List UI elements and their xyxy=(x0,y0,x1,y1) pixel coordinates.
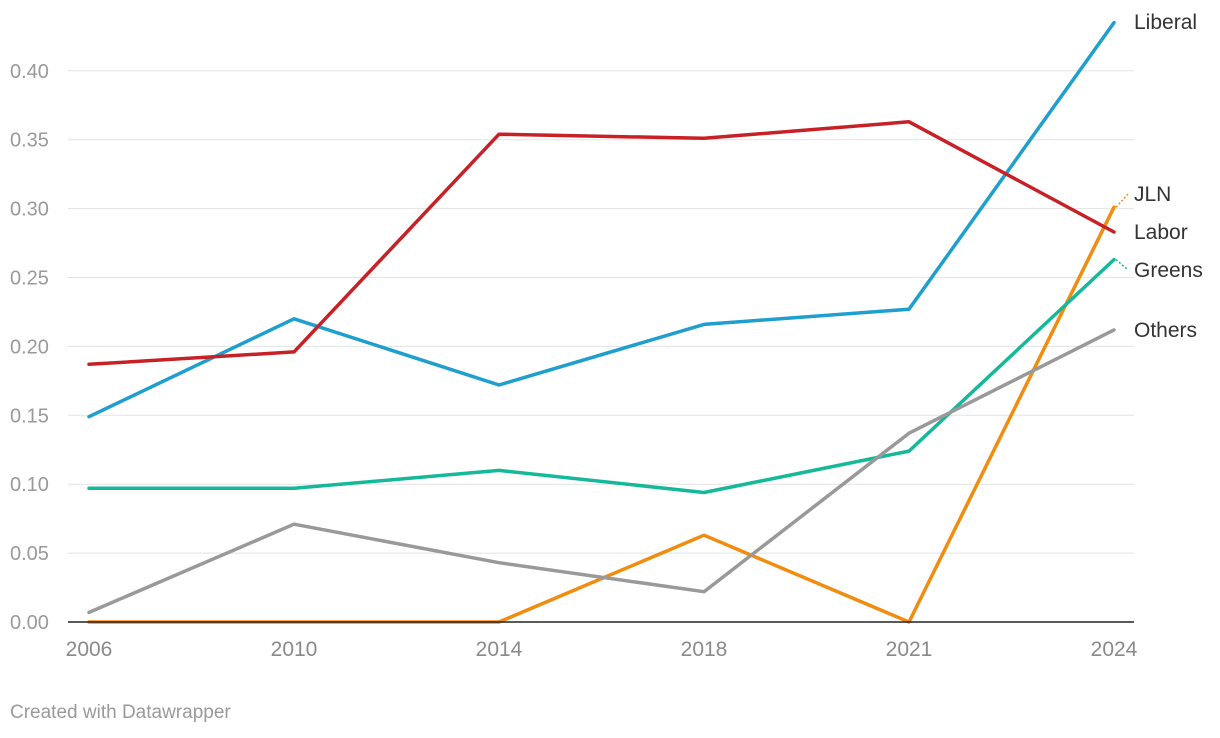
y-tick-label: 0.10 xyxy=(10,474,49,496)
credit-text: Created with Datawrapper xyxy=(10,702,231,723)
series-line-jln xyxy=(87,205,1116,624)
series-line-labor xyxy=(87,120,1116,367)
series-label-labor: Labor xyxy=(1134,221,1188,244)
series-lines xyxy=(68,20,1134,624)
y-tick-label: 0.40 xyxy=(10,61,49,83)
y-tick-label: 0.30 xyxy=(10,199,49,221)
label-connector-jln xyxy=(1115,193,1129,208)
series-label-jln: JLN xyxy=(1134,183,1171,206)
y-tick-label: 0.05 xyxy=(10,543,49,565)
label-connector-greens xyxy=(1115,259,1129,271)
series-line-greens xyxy=(87,257,1116,495)
x-tick-label: 2018 xyxy=(681,638,728,661)
x-tick-label: 2014 xyxy=(476,638,523,661)
series-line-others xyxy=(87,328,1116,615)
gridlines xyxy=(68,70,1134,554)
y-axis-ticks: 0.00 0.05 0.10 0.15 0.20 0.25 0.30 0.35 0.40 xyxy=(10,61,49,634)
series-label-greens: Greens xyxy=(1134,259,1203,282)
series-label-others: Others xyxy=(1134,319,1197,342)
x-tick-label: 2024 xyxy=(1091,638,1138,661)
y-tick-label: 0.00 xyxy=(10,612,49,634)
y-tick-label: 0.15 xyxy=(10,405,49,427)
y-tick-label: 0.20 xyxy=(10,336,49,358)
series-line-liberal xyxy=(87,20,1116,419)
y-tick-label: 0.35 xyxy=(10,130,49,152)
y-tick-label: 0.25 xyxy=(10,268,49,290)
series-label-liberal: Liberal xyxy=(1134,11,1197,34)
x-tick-label: 2021 xyxy=(886,638,933,661)
x-tick-label: 2010 xyxy=(271,638,318,661)
series-labels: Liberal JLN Labor Greens Others xyxy=(1115,11,1203,342)
x-tick-label: 2006 xyxy=(66,638,113,661)
x-axis-ticks: 2006 2010 2014 2018 2021 2024 xyxy=(66,638,1138,661)
